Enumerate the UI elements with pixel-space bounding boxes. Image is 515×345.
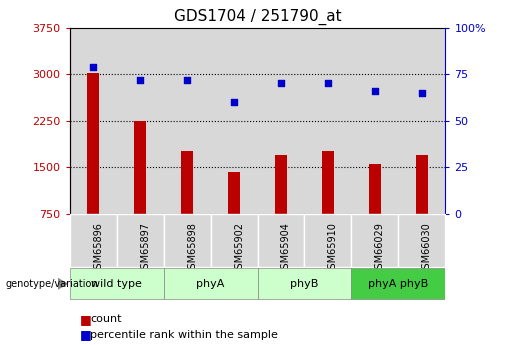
Bar — [164, 28, 211, 214]
FancyBboxPatch shape — [211, 214, 258, 267]
Point — [371, 88, 379, 94]
Text: genotype/variation: genotype/variation — [5, 279, 98, 289]
Text: GSM65897: GSM65897 — [140, 222, 150, 275]
Text: phyA phyB: phyA phyB — [368, 279, 428, 289]
FancyBboxPatch shape — [258, 214, 304, 267]
FancyBboxPatch shape — [164, 268, 258, 299]
Bar — [211, 28, 258, 214]
FancyBboxPatch shape — [352, 214, 399, 267]
Text: GSM66030: GSM66030 — [422, 222, 432, 275]
Point — [230, 99, 238, 105]
Bar — [399, 28, 445, 214]
Text: phyA: phyA — [196, 279, 225, 289]
Point — [136, 77, 144, 82]
Text: GSM65904: GSM65904 — [281, 222, 291, 275]
Text: ■: ■ — [80, 328, 92, 341]
Bar — [322, 151, 334, 260]
Bar — [275, 155, 287, 260]
FancyBboxPatch shape — [399, 214, 445, 267]
Bar — [70, 28, 116, 214]
Bar — [181, 151, 193, 260]
Text: GSM65910: GSM65910 — [328, 222, 338, 275]
Text: ■: ■ — [80, 313, 92, 326]
Bar — [352, 28, 399, 214]
Text: percentile rank within the sample: percentile rank within the sample — [90, 330, 278, 339]
FancyBboxPatch shape — [116, 214, 164, 267]
Text: GSM65896: GSM65896 — [93, 222, 103, 275]
Bar — [134, 121, 146, 260]
FancyBboxPatch shape — [70, 214, 116, 267]
Bar — [416, 155, 428, 260]
Point — [277, 81, 285, 86]
Point — [183, 77, 191, 82]
Bar — [304, 28, 352, 214]
Point — [324, 81, 332, 86]
FancyBboxPatch shape — [304, 214, 352, 267]
Polygon shape — [58, 278, 67, 289]
Bar — [87, 73, 99, 260]
Text: GSM66029: GSM66029 — [375, 222, 385, 275]
Text: count: count — [90, 314, 122, 324]
FancyBboxPatch shape — [352, 268, 445, 299]
Title: GDS1704 / 251790_at: GDS1704 / 251790_at — [174, 9, 341, 25]
Text: wild type: wild type — [91, 279, 142, 289]
FancyBboxPatch shape — [164, 214, 211, 267]
Text: GSM65898: GSM65898 — [187, 222, 197, 275]
Bar — [116, 28, 164, 214]
Text: GSM65902: GSM65902 — [234, 222, 244, 275]
Bar — [228, 172, 240, 260]
Bar — [369, 164, 381, 260]
Point — [89, 64, 97, 69]
FancyBboxPatch shape — [258, 268, 352, 299]
Text: phyB: phyB — [290, 279, 319, 289]
Bar — [258, 28, 304, 214]
FancyBboxPatch shape — [70, 268, 164, 299]
Point — [418, 90, 426, 96]
